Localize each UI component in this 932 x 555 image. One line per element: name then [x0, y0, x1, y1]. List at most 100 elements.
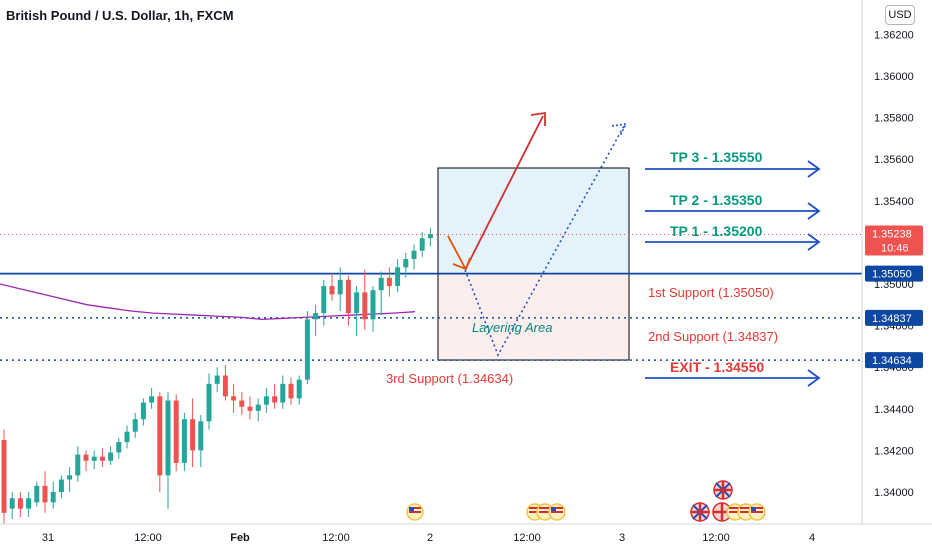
candle[interactable]: [370, 286, 376, 332]
candle[interactable]: [321, 279, 327, 326]
candles[interactable]: [1, 227, 433, 524]
small-arrowhead: [452, 257, 471, 271]
currency-button[interactable]: USD: [885, 5, 915, 25]
support1-label: 1st Support (1.35050): [648, 285, 774, 300]
candle[interactable]: [132, 412, 138, 438]
us-flag-icon[interactable]: [548, 503, 566, 521]
candle[interactable]: [173, 394, 179, 472]
candle-body: [395, 267, 401, 287]
chart-title: British Pound / U.S. Dollar, 1h, FXCM: [6, 8, 234, 23]
time-tick-label: 4: [809, 532, 815, 544]
exit-label: EXIT - 1.34550: [670, 359, 764, 375]
tp2-arrowhead: [807, 202, 821, 220]
candle[interactable]: [149, 388, 155, 409]
candle[interactable]: [239, 392, 245, 416]
candle[interactable]: [411, 244, 417, 270]
candle[interactable]: [403, 252, 409, 278]
price-tick-label: 1.36200: [874, 29, 914, 41]
candle[interactable]: [247, 396, 253, 420]
candle[interactable]: [354, 286, 360, 336]
candle[interactable]: [9, 492, 15, 520]
uk-flag-icon[interactable]: [713, 480, 733, 500]
candle[interactable]: [419, 232, 425, 257]
candle-body: [263, 396, 269, 405]
candle[interactable]: [108, 446, 114, 465]
candle[interactable]: [386, 267, 392, 297]
trade-zones: [437, 167, 630, 361]
candle-body: [214, 375, 220, 384]
candle[interactable]: [116, 437, 122, 459]
candle[interactable]: [140, 398, 146, 426]
candle[interactable]: [378, 271, 384, 316]
candle[interactable]: [329, 273, 335, 301]
tp1-label: TP 1 - 1.35200: [670, 223, 763, 239]
candle[interactable]: [181, 412, 187, 472]
candle-body: [370, 290, 376, 320]
candle[interactable]: [231, 383, 237, 413]
candle-body: [231, 396, 237, 401]
time-tick-label: 3: [619, 532, 625, 544]
candle[interactable]: [362, 269, 368, 330]
candle[interactable]: [198, 415, 204, 468]
candle-body: [165, 400, 171, 476]
countdown-text: 10:46: [881, 242, 909, 254]
candle[interactable]: [165, 392, 171, 509]
uk-flag-icon[interactable]: [712, 502, 732, 522]
price-tick-label: 1.34200: [874, 445, 914, 457]
candle[interactable]: [395, 259, 401, 293]
candle[interactable]: [255, 398, 261, 422]
candle[interactable]: [214, 367, 220, 393]
candle[interactable]: [1, 429, 7, 524]
candle[interactable]: [263, 388, 269, 413]
candle[interactable]: [99, 448, 105, 468]
candle-body: [378, 277, 384, 291]
us-flag-icon[interactable]: [406, 503, 424, 521]
candle[interactable]: [272, 383, 278, 409]
candle[interactable]: [280, 375, 286, 409]
candle[interactable]: [34, 481, 40, 507]
dotted-v-projection: [464, 123, 626, 357]
candle[interactable]: [67, 467, 73, 492]
candle[interactable]: [206, 373, 212, 430]
uk-flag-icon[interactable]: [690, 502, 710, 522]
candle-body: [157, 396, 163, 476]
candle-body: [173, 400, 179, 463]
candle[interactable]: [42, 471, 48, 513]
candle[interactable]: [296, 375, 302, 405]
support3-label: 3rd Support (1.34634): [386, 371, 513, 386]
last-price-text: 1.35238: [872, 228, 912, 240]
candle-body: [198, 421, 204, 451]
candle-body: [427, 234, 433, 239]
candle[interactable]: [288, 377, 294, 405]
candle[interactable]: [345, 275, 351, 326]
candle[interactable]: [17, 492, 23, 517]
candle[interactable]: [304, 311, 310, 384]
candle-body: [83, 454, 89, 461]
candle[interactable]: [427, 227, 433, 247]
candle[interactable]: [337, 267, 343, 312]
candle[interactable]: [83, 450, 89, 472]
candle[interactable]: [190, 398, 196, 468]
candle[interactable]: [26, 492, 32, 517]
price-tick-label: 1.35400: [874, 196, 914, 208]
us-flag-icon[interactable]: [748, 503, 766, 521]
time-axis[interactable]: 31 12:00 Feb 12:00 2 12:00 3 12:00 4: [42, 532, 815, 544]
candle[interactable]: [313, 304, 319, 336]
candle[interactable]: [50, 481, 56, 509]
candle[interactable]: [75, 446, 81, 482]
time-tick-label: 2: [427, 532, 433, 544]
candle[interactable]: [157, 392, 163, 492]
level-price-badge-text: 1.35050: [872, 269, 912, 281]
candle-body: [354, 292, 360, 314]
candle-body: [321, 286, 327, 314]
price-axis[interactable]: 1.36200 1.36000 1.35800 1.35600 1.35400 1.352…: [874, 29, 914, 499]
candle[interactable]: [91, 450, 97, 470]
candle[interactable]: [124, 425, 130, 449]
candle-body: [9, 498, 15, 509]
candle[interactable]: [58, 475, 64, 499]
candle-body: [337, 279, 343, 295]
candle[interactable]: [222, 365, 228, 401]
economic-events[interactable]: [406, 480, 766, 522]
